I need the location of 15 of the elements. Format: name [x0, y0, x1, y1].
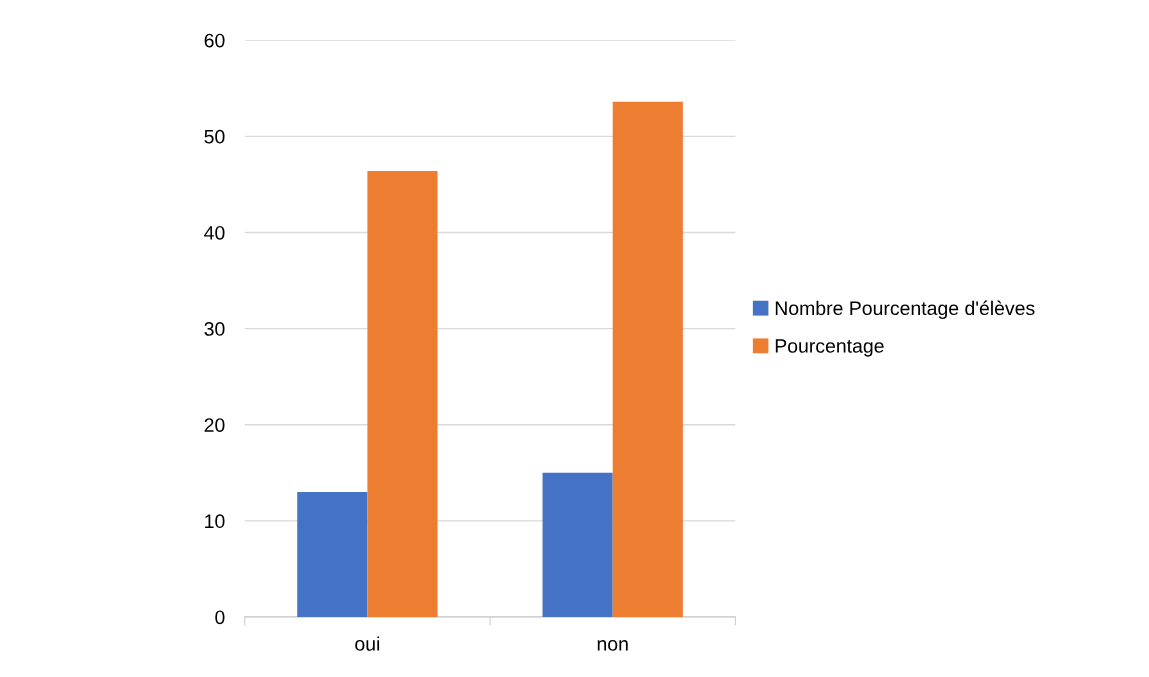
bar: [367, 170, 438, 618]
bar: [612, 101, 683, 618]
y-tick-label: 30: [204, 322, 225, 336]
x-tick-label: non: [597, 640, 628, 651]
y-tick-label: 40: [204, 225, 225, 240]
y-tick-label: 0: [215, 610, 225, 625]
legend-label: Nombre Pourcentage d'élèves: [775, 300, 1035, 319]
x-tick-label: oui: [355, 636, 380, 651]
y-tick-label: 10: [205, 514, 225, 529]
bar: [297, 492, 368, 618]
y-tick-label: 50: [204, 129, 225, 144]
legend-label: Pourcentage: [775, 339, 884, 357]
y-tick-label: 60: [204, 33, 225, 48]
y-tick-label: 20: [204, 418, 225, 432]
bar: [542, 472, 613, 618]
